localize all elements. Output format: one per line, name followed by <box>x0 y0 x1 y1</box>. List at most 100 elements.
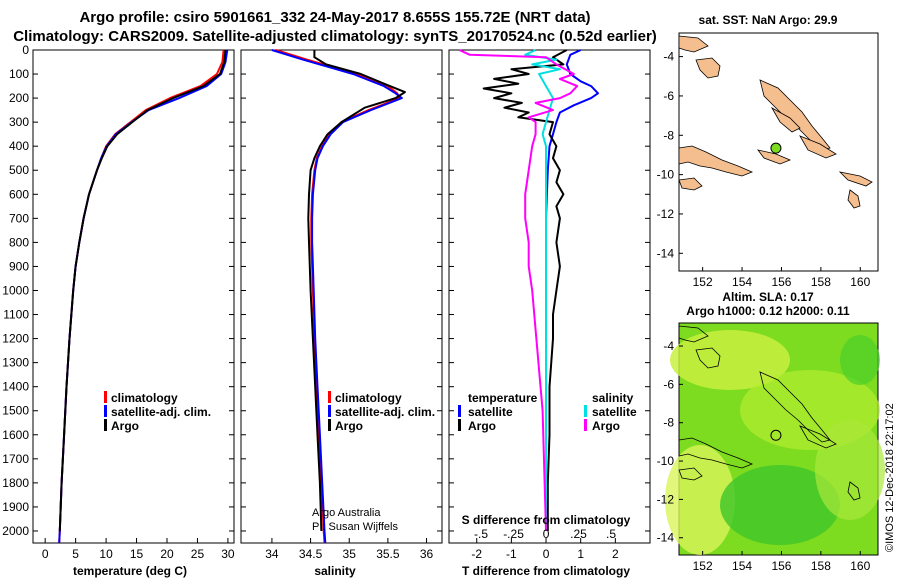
salinity-xlabel: salinity <box>314 564 356 578</box>
legend-satellite-swatch <box>104 405 107 417</box>
map2-title-line1: Altim. SLA: 0.17 <box>722 290 814 304</box>
depth-tick-label: 900 <box>9 259 29 273</box>
choiseul <box>770 106 801 133</box>
png-coast <box>678 145 754 177</box>
x-tick-label: 34.5 <box>299 547 323 561</box>
difference-panel-frame <box>448 49 651 544</box>
map-x-tick-label: 152 <box>693 559 713 573</box>
depth-axis-labels: 0 100 200 300 400 500 600 700 800 900 1000 1100 1200… <box>2 43 29 538</box>
depth-tick-label: 500 <box>9 163 29 177</box>
argo-position-marker <box>770 142 782 154</box>
x-tick-label: 25 <box>191 547 205 561</box>
map2-xtick-labels: 152 154 156 158 160 <box>693 551 871 573</box>
x-tick-label: -1 <box>506 547 517 561</box>
depth-tick-label: 0 <box>22 43 29 57</box>
series-line-climatology <box>275 49 401 544</box>
legend-t-argo-label: Argo <box>468 419 496 433</box>
coast-top-left <box>678 325 709 343</box>
argo-position-marker <box>770 429 782 441</box>
map2-land <box>678 325 861 501</box>
legend-t-satellite-label: satellite <box>468 405 513 419</box>
legend-satellite-swatch <box>328 405 331 417</box>
depth-tick-label: 1700 <box>2 452 29 466</box>
map2: 152 154 156 158 160 -4 -6 -8 -10 -12 -14 <box>657 322 885 573</box>
map-x-tick-label: 152 <box>693 275 713 289</box>
legend-argo-label: Argo <box>335 419 363 433</box>
x-tick-label: 0 <box>42 547 49 561</box>
s-diff-tick-label: -.5 <box>474 527 488 541</box>
legend-s-satellite-swatch <box>584 405 587 417</box>
coast-top-left <box>678 35 709 53</box>
x-tick-label: 30 <box>221 547 235 561</box>
s-diff-tick-label: .5 <box>606 527 616 541</box>
png-coast <box>678 437 754 469</box>
x-tick-label: 35.5 <box>376 547 400 561</box>
island-new-ireland <box>695 347 721 369</box>
depth-tick-label: 1100 <box>3 308 29 322</box>
map2-sla-field <box>665 330 885 555</box>
png-southeast <box>678 467 703 481</box>
series-line-satellite-adj-clim- <box>58 49 229 544</box>
depth-tick-label: 1200 <box>2 332 29 346</box>
depth-tick-label: 1900 <box>2 500 29 514</box>
credit-argo-australia: Argo Australia <box>312 507 381 519</box>
page-title: Argo profile: csiro 5901661_332 24-May-2… <box>79 9 591 26</box>
depth-tick-label: 100 <box>9 67 29 81</box>
x-tick-label: 20 <box>160 547 174 561</box>
difference-xtick-labels: -2 -1 0 1 2 <box>471 547 619 561</box>
legend-satellite-label: satellite-adj. clim. <box>111 405 211 419</box>
map-x-tick-label: 156 <box>771 559 791 573</box>
map-y-tick-label: -14 <box>657 246 675 260</box>
depth-tick-label: 1600 <box>2 428 29 442</box>
series-line-argo <box>58 49 227 532</box>
series-line-t-argo <box>482 49 568 531</box>
depth-tick-label: 600 <box>9 187 29 201</box>
temperature-legend: climatology satellite-adj. clim. Argo <box>104 391 211 433</box>
x-tick-label: 15 <box>130 547 144 561</box>
malaita <box>799 425 837 449</box>
series-line-climatology <box>58 49 225 544</box>
map-y-tick-label: -10 <box>657 168 675 182</box>
salinity-panel-frame <box>240 49 443 544</box>
depth-tick-label: 1300 <box>2 356 29 370</box>
depth-tick-label: 1500 <box>2 404 29 418</box>
map-x-tick-label: 158 <box>811 559 831 573</box>
depth-tick-label: 2000 <box>2 524 29 538</box>
map-y-tick-label: -8 <box>663 416 674 430</box>
temperature-panel-frame <box>32 49 235 544</box>
legend-climatology-label: climatology <box>111 391 178 405</box>
island-new-ireland <box>695 57 721 79</box>
series-line-argo <box>307 50 406 532</box>
x-tick-label: 0 <box>543 547 550 561</box>
legend-climatology-swatch <box>104 391 107 403</box>
depth-tick-label: 200 <box>9 91 29 105</box>
sla-blob-high-southwest <box>665 445 735 555</box>
x-tick-label: 10 <box>99 547 113 561</box>
map-x-tick-label: 160 <box>850 559 870 573</box>
s-diff-tick-label: .25 <box>570 527 587 541</box>
difference-xlabel: T difference from climatology <box>462 564 630 578</box>
series-line-satellite-adj-clim- <box>271 49 403 544</box>
map-x-tick-label: 156 <box>771 275 791 289</box>
legend-temperature-title: temperature <box>468 391 538 405</box>
map2-ytick-labels: -4 -6 -8 -10 -12 -14 <box>657 339 683 545</box>
map-y-tick-label: -4 <box>663 339 674 353</box>
imos-watermark: ©IMOS 12-Dec-2018 22:17:02 <box>884 403 896 552</box>
salinity-xtick-labels: 34 34.5 35 35.5 36 <box>265 547 433 561</box>
legend-t-argo-swatch <box>458 419 461 431</box>
map-x-tick-label: 154 <box>732 559 752 573</box>
difference-series <box>458 49 616 543</box>
sla-blob-low-south <box>720 465 840 545</box>
series-line-s-satellite <box>524 49 561 531</box>
x-tick-label: 36 <box>420 547 434 561</box>
x-tick-label: 34 <box>265 547 279 561</box>
guadalcanal <box>757 149 792 165</box>
s-diff-tick-label: -.25 <box>503 527 524 541</box>
map2-title-line2: Argo h1000: 0.12 h2000: 0.11 <box>686 304 850 318</box>
depth-tick-label: 300 <box>9 115 29 129</box>
salinity-series <box>271 49 428 544</box>
legend-argo-label: Argo <box>111 419 139 433</box>
temperature-series <box>44 49 229 544</box>
x-tick-label: -2 <box>471 547 482 561</box>
